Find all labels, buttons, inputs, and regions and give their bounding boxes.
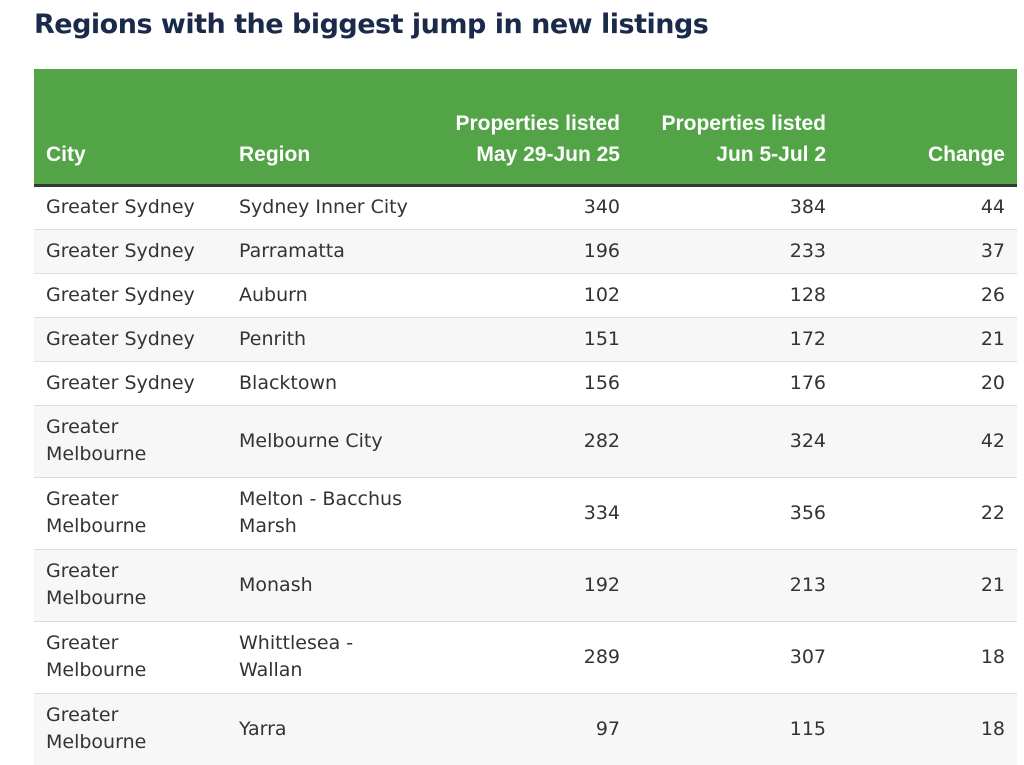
cell-region: Penrith [227, 317, 426, 362]
cell-region: Sydney Inner City [227, 185, 426, 230]
table-row: Greater Melbourne Whittlesea - Wallan 28… [34, 621, 1017, 694]
cell-region: Monash [227, 549, 426, 622]
cell-change: 26 [838, 273, 1017, 318]
cell-city: Greater Melbourne [34, 405, 227, 478]
cell-region: Blacktown [227, 361, 426, 406]
cell-region: Auburn [227, 273, 426, 318]
cell-listed-may-jun: 156 [426, 361, 632, 406]
cell-listed-jun-jul: 384 [632, 185, 838, 230]
cell-listed-jun-jul: 307 [632, 621, 838, 694]
cell-city: Greater Melbourne [34, 549, 227, 622]
cell-change: 20 [838, 361, 1017, 406]
column-header-region: Region [227, 69, 426, 187]
cell-city: Greater Sydney [34, 273, 227, 318]
cell-region: Melton - Bacchus Marsh [227, 477, 426, 550]
cell-change: 21 [838, 549, 1017, 622]
cell-listed-may-jun: 102 [426, 273, 632, 318]
table-row: Greater Melbourne Melbourne City 282 324… [34, 405, 1017, 478]
table-row: Greater Sydney Parramatta 196 233 37 [34, 229, 1017, 274]
cell-listed-may-jun: 97 [426, 693, 632, 765]
cell-listed-jun-jul: 233 [632, 229, 838, 274]
cell-change: 37 [838, 229, 1017, 274]
cell-listed-may-jun: 334 [426, 477, 632, 550]
cell-change: 21 [838, 317, 1017, 362]
cell-region: Melbourne City [227, 405, 426, 478]
cell-listed-jun-jul: 176 [632, 361, 838, 406]
cell-city: Greater Melbourne [34, 693, 227, 765]
table-row: Greater Melbourne Melton - Bacchus Marsh… [34, 477, 1017, 550]
table-row: Greater Melbourne Monash 192 213 21 [34, 549, 1017, 622]
cell-listed-jun-jul: 324 [632, 405, 838, 478]
cell-listed-may-jun: 151 [426, 317, 632, 362]
table-row: Greater Sydney Blacktown 156 176 20 [34, 361, 1017, 406]
cell-city: Greater Melbourne [34, 621, 227, 694]
cell-city: Greater Sydney [34, 317, 227, 362]
cell-city: Greater Melbourne [34, 477, 227, 550]
cell-listed-jun-jul: 356 [632, 477, 838, 550]
cell-listed-jun-jul: 213 [632, 549, 838, 622]
cell-listed-may-jun: 282 [426, 405, 632, 478]
cell-listed-jun-jul: 115 [632, 693, 838, 765]
cell-change: 42 [838, 405, 1017, 478]
cell-region: Yarra [227, 693, 426, 765]
table-row: Greater Sydney Penrith 151 172 21 [34, 317, 1017, 362]
cell-listed-may-jun: 340 [426, 185, 632, 230]
cell-city: Greater Sydney [34, 229, 227, 274]
page-title: Regions with the biggest jump in new lis… [34, 9, 709, 40]
table-header-row: City Region Properties listed May 29-Jun… [34, 69, 1017, 187]
cell-region: Whittlesea - Wallan [227, 621, 426, 694]
cell-change: 22 [838, 477, 1017, 550]
cell-listed-may-jun: 289 [426, 621, 632, 694]
cell-listed-jun-jul: 128 [632, 273, 838, 318]
cell-change: 18 [838, 693, 1017, 765]
cell-city: Greater Sydney [34, 185, 227, 230]
column-header-may-jun: Properties listed May 29-Jun 25 [426, 69, 632, 187]
cell-listed-jun-jul: 172 [632, 317, 838, 362]
cell-region: Parramatta [227, 229, 426, 274]
column-header-jun-jul: Properties listed Jun 5-Jul 2 [632, 69, 838, 187]
table-row: Greater Sydney Sydney Inner City 340 384… [34, 185, 1017, 230]
cell-change: 18 [838, 621, 1017, 694]
table-row: Greater Melbourne Yarra 97 115 18 [34, 693, 1017, 765]
column-header-change: Change [838, 69, 1017, 187]
cell-listed-may-jun: 192 [426, 549, 632, 622]
cell-change: 44 [838, 185, 1017, 230]
column-header-city: City [34, 69, 227, 187]
cell-listed-may-jun: 196 [426, 229, 632, 274]
cell-city: Greater Sydney [34, 361, 227, 406]
listings-table: City Region Properties listed May 29-Jun… [34, 69, 1017, 765]
table-row: Greater Sydney Auburn 102 128 26 [34, 273, 1017, 318]
